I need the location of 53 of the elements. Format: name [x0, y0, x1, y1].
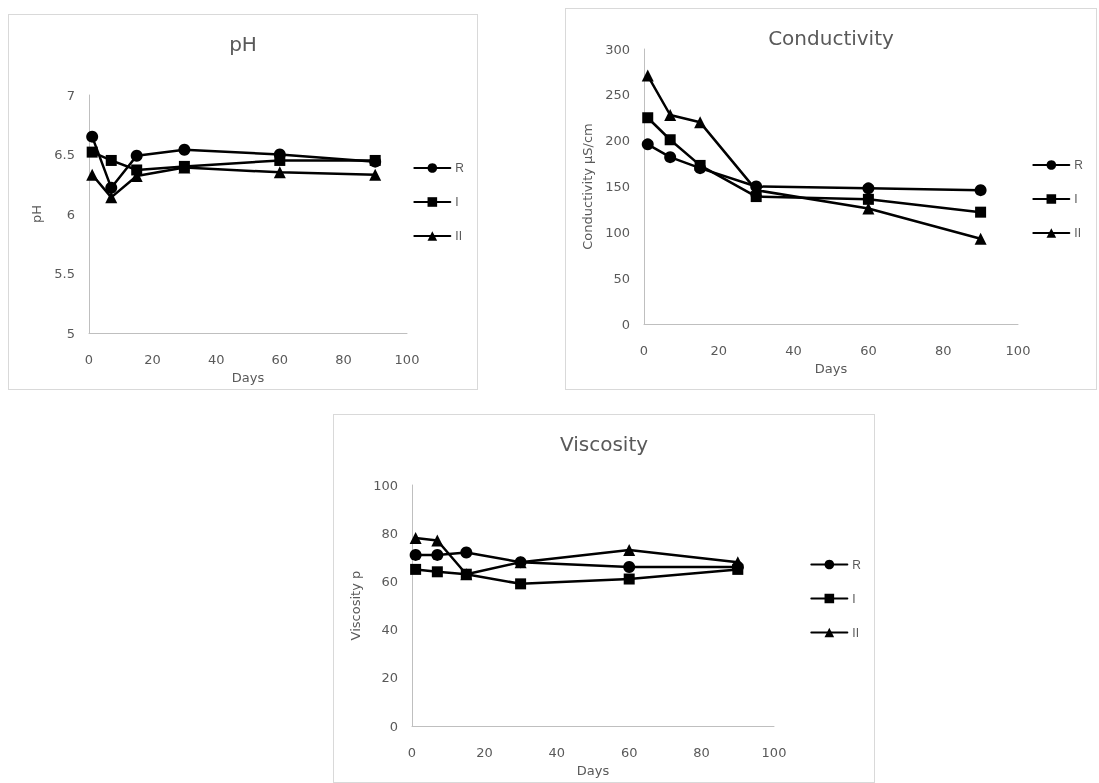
x-tick-label: 60	[860, 343, 877, 358]
x-axis-title: Days	[231, 369, 265, 385]
legend-label: I	[1074, 192, 1078, 206]
x-tick-label: 100	[394, 352, 420, 367]
x-tick-label: 80	[693, 745, 710, 761]
legend-label: R	[455, 161, 465, 175]
y-tick-label: 100	[373, 477, 398, 493]
legend-label: II	[852, 625, 860, 640]
y-tick-label: 80	[381, 525, 398, 541]
x-tick-label: 0	[639, 343, 649, 358]
x-tick-label: 20	[476, 745, 493, 761]
chart-title: Viscosity	[559, 432, 649, 456]
y-axis-title: Conductivity µS/cm	[580, 123, 596, 250]
x-tick-label: 40	[207, 352, 225, 367]
x-tick-label: 0	[84, 352, 94, 367]
x-tick-label: 40	[785, 343, 802, 358]
y-tick-label: 60	[381, 573, 398, 589]
y-axis-title: pH	[29, 204, 45, 224]
x-tick-label: 100	[761, 745, 787, 761]
y-tick-label: 7	[66, 87, 75, 103]
y-tick-label: 50	[613, 270, 630, 286]
x-tick-label: 0	[407, 745, 417, 761]
x-tick-label: 40	[548, 745, 566, 761]
x-tick-label: 100	[1005, 343, 1031, 358]
y-tick-label: 150	[605, 179, 630, 194]
y-tick-label: 5	[66, 325, 75, 341]
chart-title: pH	[229, 32, 257, 56]
y-tick-label: 0	[389, 718, 398, 734]
legend-label: I	[852, 591, 856, 606]
legend-label: II	[455, 229, 463, 243]
x-tick-label: 80	[335, 352, 352, 367]
x-tick-label: 20	[710, 343, 728, 358]
y-tick-label: 100	[605, 224, 630, 240]
legend-label: R	[1074, 158, 1084, 172]
x-tick-label: 80	[934, 343, 952, 358]
chart-title: Conductivity	[768, 26, 895, 50]
legend-label: II	[1074, 226, 1082, 240]
x-tick-label: 20	[144, 352, 161, 367]
y-tick-label: 300	[605, 41, 630, 57]
x-tick-label: 60	[271, 352, 289, 367]
legend-label: R	[852, 557, 862, 572]
x-axis-title: Days	[814, 360, 848, 376]
y-axis-title: Viscosity p	[348, 570, 364, 641]
legend-label: I	[455, 195, 459, 209]
y-tick-label: 6.5	[54, 147, 75, 162]
x-axis-title: Days	[576, 763, 610, 778]
y-tick-label: 0	[621, 316, 630, 332]
y-tick-label: 5.5	[54, 266, 75, 281]
y-tick-label: 250	[605, 87, 630, 103]
y-tick-label: 200	[605, 133, 630, 149]
y-tick-label: 6	[66, 206, 75, 222]
y-tick-label: 20	[381, 670, 398, 686]
y-tick-label: 40	[381, 622, 398, 638]
